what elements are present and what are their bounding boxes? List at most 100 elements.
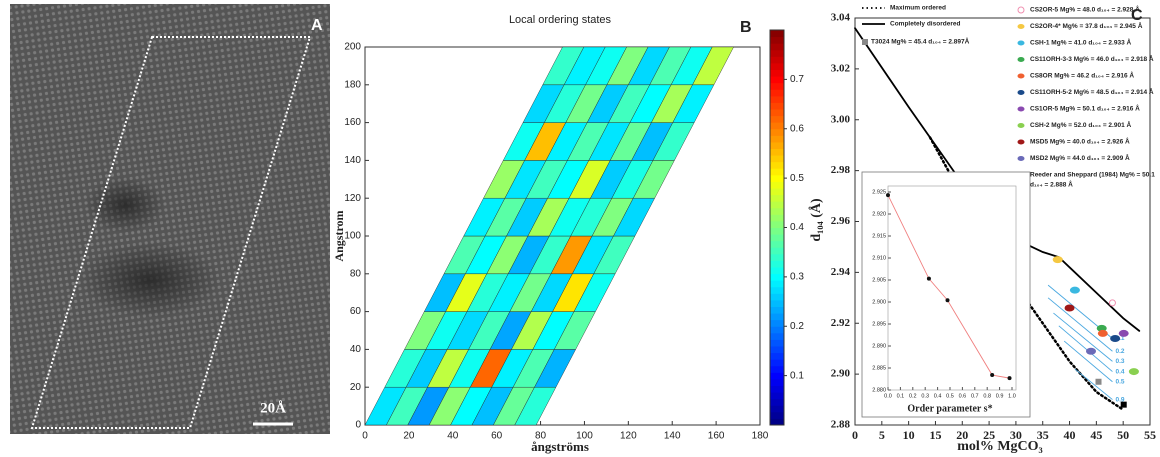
colorbar-slice (770, 56, 784, 64)
colorbar-slice (770, 385, 784, 393)
x-tick-label: 35 (1037, 428, 1049, 442)
colorbar-slice (770, 36, 784, 44)
inset-y-tick-label: 2.910 (872, 255, 886, 261)
x-tick-label: 30 (1010, 428, 1022, 442)
legend-label: Reeder and Sheppard (1984) Mg% = 50.1 (1030, 172, 1155, 179)
x-axis-label: ångströms (531, 439, 589, 454)
order-contour (1074, 368, 1113, 400)
x-tick-label: 10 (903, 428, 915, 442)
legend-label: CS1OR-5 Mg% = 50.1 d₁₀₄ = 2.916 Å (1030, 104, 1140, 113)
legend-label: CS11ORH-3-3 Mg% = 46.0 d₁₀₄ = 2.918 Å (1030, 54, 1154, 63)
y-tick-label: 20 (350, 382, 362, 393)
y-tick-label: 2.88 (831, 419, 851, 431)
colorbar-slice (770, 122, 784, 130)
colorbar-slice (770, 234, 784, 242)
y-tick-label: 80 (350, 268, 362, 279)
inset-axes (887, 185, 1017, 391)
y-tick-label: 3.02 (831, 62, 851, 74)
inset-y-tick-label: 2.890 (872, 343, 886, 349)
colorbar-slice (770, 392, 784, 400)
inset-point (886, 193, 890, 198)
colorbar-slice (770, 115, 784, 123)
colorbar-tick-label: 0.1 (790, 370, 804, 381)
colorbar-slice (770, 168, 784, 176)
order-contour (1063, 340, 1113, 383)
colorbar-slice (770, 267, 784, 275)
data-point (1086, 347, 1096, 355)
colorbar-tick-label: 0.2 (790, 321, 804, 332)
colorbar-slice (770, 319, 784, 327)
dark-region (80, 242, 220, 318)
colorbar-slice (770, 227, 784, 235)
data-point (1095, 378, 1102, 385)
inset-x-tick-label: 1.0 (1008, 393, 1016, 399)
y-tick-label: 3.00 (831, 113, 851, 125)
y-tick-label: 60 (350, 306, 362, 317)
inset-y-tick-label: 2.895 (872, 321, 886, 327)
colorbar-slice (770, 135, 784, 143)
colorbar-slice (770, 346, 784, 354)
colorbar-slice (770, 181, 784, 189)
y-tick-label: 2.94 (831, 266, 851, 278)
y-tick-label: 120 (344, 193, 361, 204)
colorbar-tick-label: 0.3 (790, 272, 804, 283)
colorbar-slice (770, 411, 784, 419)
colorbar-slice (770, 49, 784, 57)
inset-x-tick-label: 0.2 (909, 393, 917, 399)
colorbar-slice (770, 43, 784, 51)
colorbar-slice (770, 405, 784, 413)
legend-marker (1017, 139, 1025, 145)
colorbar-slice (770, 89, 784, 97)
legend-label: CSH-1 Mg% = 41.0 d₁₀₄ = 2.933 Å (1030, 38, 1132, 47)
colorbar-slice (770, 280, 784, 288)
inset-point (945, 298, 950, 303)
data-point (1120, 401, 1127, 408)
colorbar-slice (770, 293, 784, 301)
y-tick-label: 2.98 (831, 164, 851, 176)
x-tick-label: 55 (1144, 428, 1156, 442)
inset-point (926, 276, 931, 281)
colorbar-slice (770, 299, 784, 307)
colorbar-slice (770, 102, 784, 110)
x-tick-label: 140 (664, 431, 681, 442)
colorbar-slice (770, 82, 784, 90)
legend-label: CS2OR-5 Mg% = 48.0 d₁₀₄ = 2.928 Å (1030, 5, 1140, 14)
colorbar-slice (770, 194, 784, 202)
tem-image (10, 4, 330, 434)
inset-y-tick-label: 2.915 (872, 233, 886, 239)
colorbar-slice (770, 398, 784, 406)
colorbar-slice (770, 155, 784, 163)
colorbar-slice (770, 372, 784, 380)
colorbar-slice (770, 207, 784, 215)
scale-bar-label: 20Å (260, 400, 286, 416)
y-axis-label: d₁₀₄ (Å) (808, 198, 824, 242)
x-tick-label: 160 (708, 431, 725, 442)
colorbar-slice (770, 220, 784, 228)
legend-marker (1017, 90, 1025, 95)
data-point (1064, 304, 1075, 312)
colorbar-slice (770, 69, 784, 77)
y-tick-label: 140 (344, 155, 361, 166)
colorbar-slice (770, 326, 784, 334)
x-tick-label: 60 (491, 431, 503, 442)
data-point (1110, 335, 1121, 343)
colorbar-slice (770, 62, 784, 70)
x-tick-label: 40 (1064, 428, 1076, 442)
x-tick-label: 20 (403, 431, 415, 442)
inset-x-tick-label: 0.0 (884, 393, 892, 399)
colorbar-slice (770, 359, 784, 367)
y-tick-label: 100 (344, 231, 361, 242)
inset-x-tick-label: 0.3 (921, 393, 929, 399)
x-tick-label: 80 (535, 431, 547, 442)
colorbar-slice (770, 148, 784, 156)
x-tick-label: 45 (1090, 428, 1102, 442)
inset-x-tick-label: 0.7 (971, 393, 979, 399)
series-line (854, 27, 1141, 332)
colorbar-slice (770, 109, 784, 117)
x-axis-label: mol% MgCO₃ (957, 439, 1042, 454)
colorbar-slice (770, 214, 784, 222)
legend-marker (862, 39, 868, 45)
y-tick-label: 160 (344, 117, 361, 128)
y-tick-label: 2.90 (831, 368, 851, 380)
